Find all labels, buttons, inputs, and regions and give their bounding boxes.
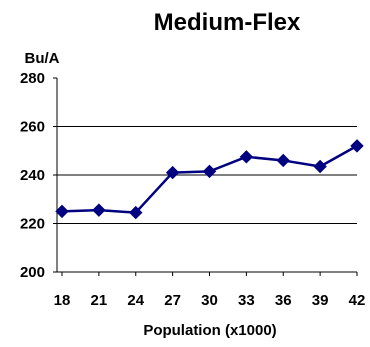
series-line-0 [61, 144, 358, 214]
y-tick-label-280: 280 [20, 70, 45, 87]
x-tick-label-27: 27 [164, 292, 181, 309]
y-tick-labels: 200 220 240 260 280 [20, 70, 45, 281]
series-average-yield [55, 139, 364, 220]
x-tick-label-18: 18 [54, 292, 71, 309]
axes [53, 77, 358, 276]
x-tick-labels: 18 21 24 27 30 33 36 39 42 [54, 292, 366, 309]
data-point-21 [92, 203, 106, 217]
y-axis-label: Bu/A [25, 50, 60, 67]
x-tick-label-30: 30 [201, 292, 218, 309]
y-tick-label-260: 260 [20, 119, 45, 136]
y-tick-label-220: 220 [20, 216, 45, 233]
data-point-39 [313, 159, 327, 174]
data-point-18 [55, 204, 69, 219]
x-tick-label-42: 42 [349, 292, 366, 309]
data-point-30 [202, 164, 217, 179]
data-point-33 [239, 150, 254, 164]
x-tick-label-33: 33 [238, 292, 255, 309]
x-tick-label-39: 39 [312, 292, 329, 309]
data-point-27 [165, 165, 180, 180]
data-point-24 [129, 205, 143, 220]
x-tick-label-24: 24 [127, 292, 144, 309]
chart-title: Medium-Flex [154, 9, 301, 36]
x-tick-label-21: 21 [91, 292, 108, 309]
x-axis-label: Population (x1000) [143, 322, 276, 339]
y-tick-label-240: 240 [20, 167, 45, 184]
data-point-42 [350, 139, 364, 153]
x-tick-label-36: 36 [275, 292, 292, 309]
data-point-36 [276, 153, 290, 168]
y-tick-label-200: 200 [20, 264, 45, 281]
